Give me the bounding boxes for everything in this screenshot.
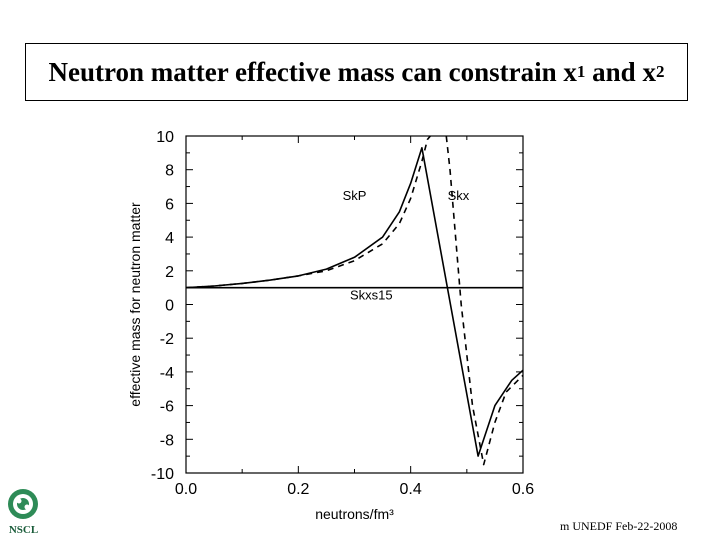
- logo-text: NSCL: [9, 524, 38, 536]
- y-tick-label: 10: [156, 129, 174, 146]
- y-tick-label: 6: [165, 196, 174, 213]
- y-tick-label: -6: [160, 399, 174, 416]
- series-group: [186, 136, 523, 466]
- nscl-logo: NSCL: [2, 487, 45, 537]
- title-and: and x: [585, 56, 656, 87]
- y-tick-label: -8: [160, 432, 174, 449]
- title-sub-2: 2: [655, 62, 665, 81]
- effective-mass-chart: 10 8 6 4 2 0 -2 -4 -6 -8 -100.0 0.2 0.4 0.6 neutrons/f…: [127, 129, 534, 522]
- y-tick-label: -10: [151, 466, 174, 483]
- y-tick-label: 2: [165, 264, 174, 281]
- y-tick-label: 0: [165, 298, 174, 315]
- x-axis-label: neutrons/fm³: [315, 506, 394, 522]
- series-annotation-skx: Skx: [448, 188, 470, 203]
- title-main: Neutron matter effective mass can constr…: [48, 56, 577, 87]
- y-tick-label: -4: [160, 365, 174, 382]
- y-axis-label: effective mass for neutron matter: [127, 202, 143, 407]
- x-tick-label: 0.2: [287, 481, 309, 498]
- y-tick-label: -2: [160, 331, 174, 348]
- y-tick-label: 8: [165, 163, 174, 180]
- x-tick-label: 0.4: [400, 481, 422, 498]
- x-tick-label: 0.6: [512, 481, 534, 498]
- y-tick-label: 4: [165, 230, 174, 247]
- x-tick-label: 0.0: [175, 481, 197, 498]
- series-line-skx: [186, 136, 523, 466]
- footer-note: m UNEDF Feb-22-2008: [560, 519, 678, 533]
- series-annotation-skp: SkP: [343, 188, 367, 203]
- title-sub-1: 1: [576, 62, 586, 81]
- series-line-skp: [186, 147, 523, 457]
- slide-title: Neutron matter effective mass can constr…: [25, 43, 688, 101]
- series-annotation-skxs15: Skxs15: [350, 287, 393, 302]
